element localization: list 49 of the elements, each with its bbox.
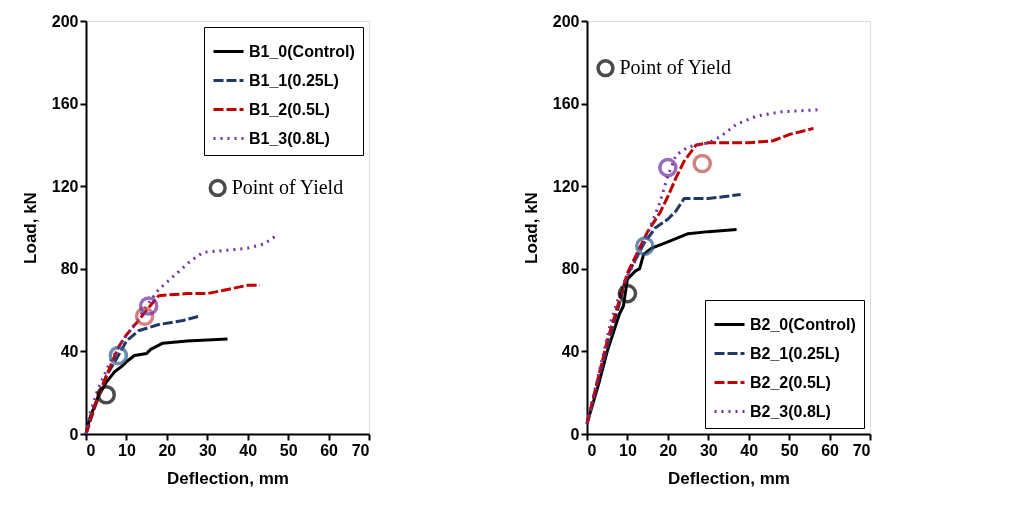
point — [617, 283, 638, 304]
x-tick-label: 50 — [780, 441, 799, 459]
y-tick-label: 160 — [552, 95, 580, 113]
y-tick-label: 200 — [552, 12, 580, 30]
x-tick-label: 30 — [699, 441, 718, 459]
y-tick-label: 40 — [561, 342, 580, 360]
legend-label: Point of Yield — [231, 175, 344, 198]
x-tick-label: 60 — [320, 441, 339, 459]
y-tick-label: 0 — [570, 425, 580, 443]
legend-label: B2_3(0.8L) — [750, 402, 831, 420]
y-axis-title: Load, kN — [20, 192, 40, 264]
y-tick-label: 40 — [60, 342, 79, 360]
point — [692, 153, 713, 174]
point — [96, 384, 117, 405]
x-tick-label: 20 — [158, 441, 177, 459]
x-tick-label: 40 — [239, 441, 258, 459]
y-tick-label: 120 — [552, 177, 580, 195]
point — [658, 157, 678, 178]
legend-label: Point of Yield — [619, 56, 731, 79]
point — [138, 296, 159, 316]
legend-label: B1_3(0.8L) — [249, 129, 330, 147]
x-axis-title: Deflection, mm — [167, 468, 289, 488]
legend-label: B2_0(Control) — [750, 315, 856, 333]
x-tick-label: 60 — [821, 441, 840, 459]
y-tick-label: 160 — [51, 95, 79, 113]
x-tick-label: 10 — [619, 441, 637, 459]
x-tick-label: 70 — [852, 441, 871, 459]
x-tick-label: 0 — [587, 441, 597, 459]
x-tick-label: 30 — [198, 441, 217, 459]
x-tick-label: 70 — [351, 441, 370, 459]
point — [108, 345, 129, 366]
y-axis-title: Load, kN — [521, 192, 541, 264]
x-axis-title: Deflection, mm — [668, 468, 790, 488]
x-tick-label: 20 — [659, 441, 678, 459]
point — [635, 236, 655, 256]
x-tick-label: 40 — [740, 441, 759, 459]
legend-label: B2_1(0.25L) — [750, 344, 840, 362]
y-tick-label: 80 — [60, 260, 79, 278]
legend-label: B1_1(0.25L) — [249, 71, 339, 89]
x-tick-label: 10 — [118, 441, 136, 459]
x-tick-label: 50 — [279, 441, 298, 459]
y-tick-label: 80 — [561, 260, 580, 278]
legend-label: B2_2(0.5L) — [750, 373, 831, 391]
y-tick-label: 120 — [51, 177, 79, 195]
x-tick-label: 0 — [86, 441, 96, 459]
y-tick-label: 200 — [51, 12, 79, 30]
legend-label: B1_0(Control) — [249, 42, 355, 60]
legend-label: B1_2(0.5L) — [249, 100, 330, 118]
y-tick-label: 0 — [69, 425, 79, 443]
